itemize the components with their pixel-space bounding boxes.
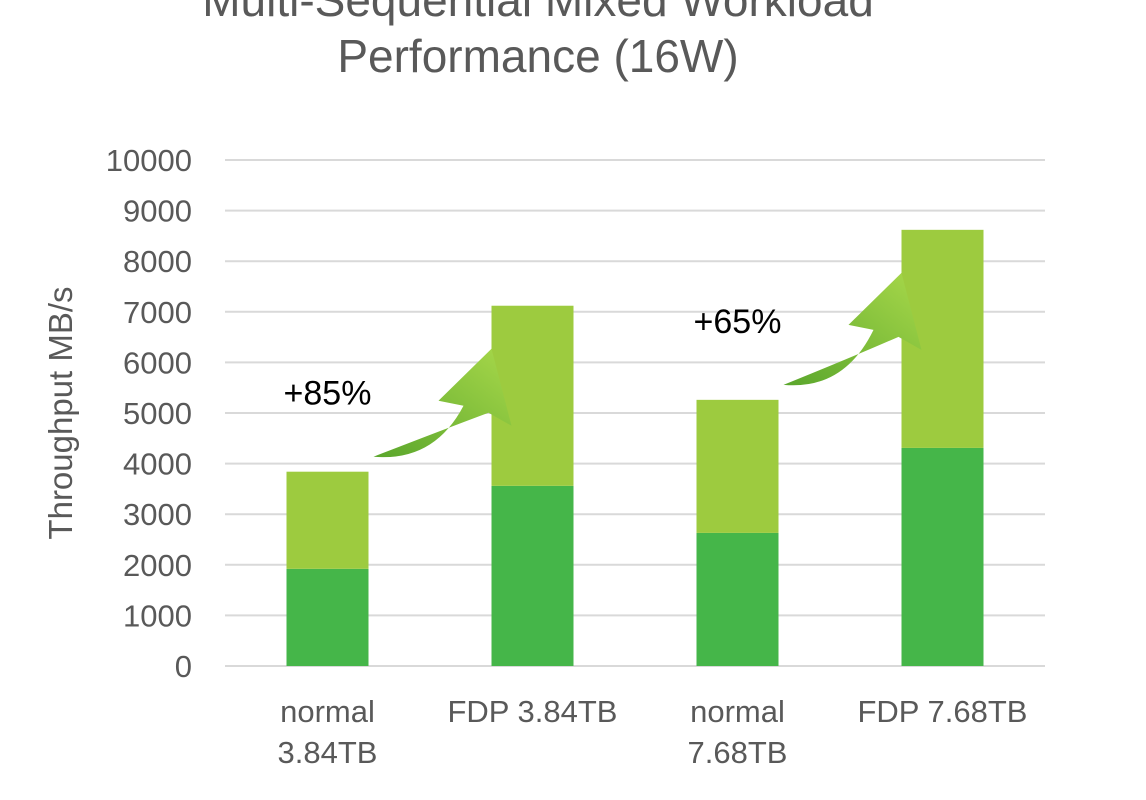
y-tick-label: 1000 bbox=[123, 598, 192, 633]
y-axis-ticks: 0 1000 2000 3000 4000 5000 6000 7000 8000 9000 100… bbox=[106, 143, 192, 684]
y-tick-label: 2000 bbox=[123, 548, 192, 583]
growth-annotation: +85% bbox=[284, 375, 372, 413]
chart-title: Multi-Sequential Mixed Workload Performa… bbox=[0, 0, 1076, 84]
chart-title-line-2: Performance (16W) bbox=[337, 30, 739, 82]
x-tick-label: FDP 3.84TB bbox=[447, 694, 617, 729]
y-tick-label: 7000 bbox=[123, 295, 192, 330]
bar-segment-1 bbox=[696, 532, 779, 666]
y-tick-label: 5000 bbox=[123, 396, 192, 431]
y-tick-label: 0 bbox=[175, 649, 192, 684]
y-tick-label: 9000 bbox=[123, 194, 192, 229]
growth-arrows bbox=[373, 272, 922, 458]
x-axis-ticks: normal 3.84TB FDP 3.84TB normal 7.68TB FDP 7.… bbox=[278, 694, 1028, 770]
bar-segment-1 bbox=[491, 485, 574, 666]
x-tick-label: normal bbox=[690, 694, 785, 729]
bar-segment-2 bbox=[491, 305, 574, 486]
bar-segment-1 bbox=[901, 447, 984, 666]
x-tick-label: FDP 7.68TB bbox=[857, 694, 1027, 729]
growth-arrow bbox=[783, 272, 922, 386]
bar-segment-2 bbox=[286, 471, 369, 569]
y-tick-label: 10000 bbox=[106, 143, 192, 178]
y-axis-label: Throughput MB/s bbox=[42, 286, 79, 539]
x-tick-label: 7.68TB bbox=[688, 735, 788, 770]
x-tick-label: normal bbox=[280, 694, 375, 729]
growth-annotation: +65% bbox=[694, 303, 782, 341]
bar-segment-2 bbox=[696, 399, 779, 533]
x-tick-label: 3.84TB bbox=[278, 735, 378, 770]
growth-arrow bbox=[373, 348, 512, 458]
y-tick-label: 8000 bbox=[123, 244, 192, 279]
chart-title-line-1: Multi-Sequential Mixed Workload bbox=[202, 0, 874, 26]
bars bbox=[286, 229, 984, 666]
annotations: +85% +65% bbox=[284, 303, 782, 413]
y-tick-label: 3000 bbox=[123, 497, 192, 532]
y-tick-label: 4000 bbox=[123, 447, 192, 482]
bar-segment-1 bbox=[286, 568, 369, 666]
y-tick-label: 6000 bbox=[123, 345, 192, 380]
